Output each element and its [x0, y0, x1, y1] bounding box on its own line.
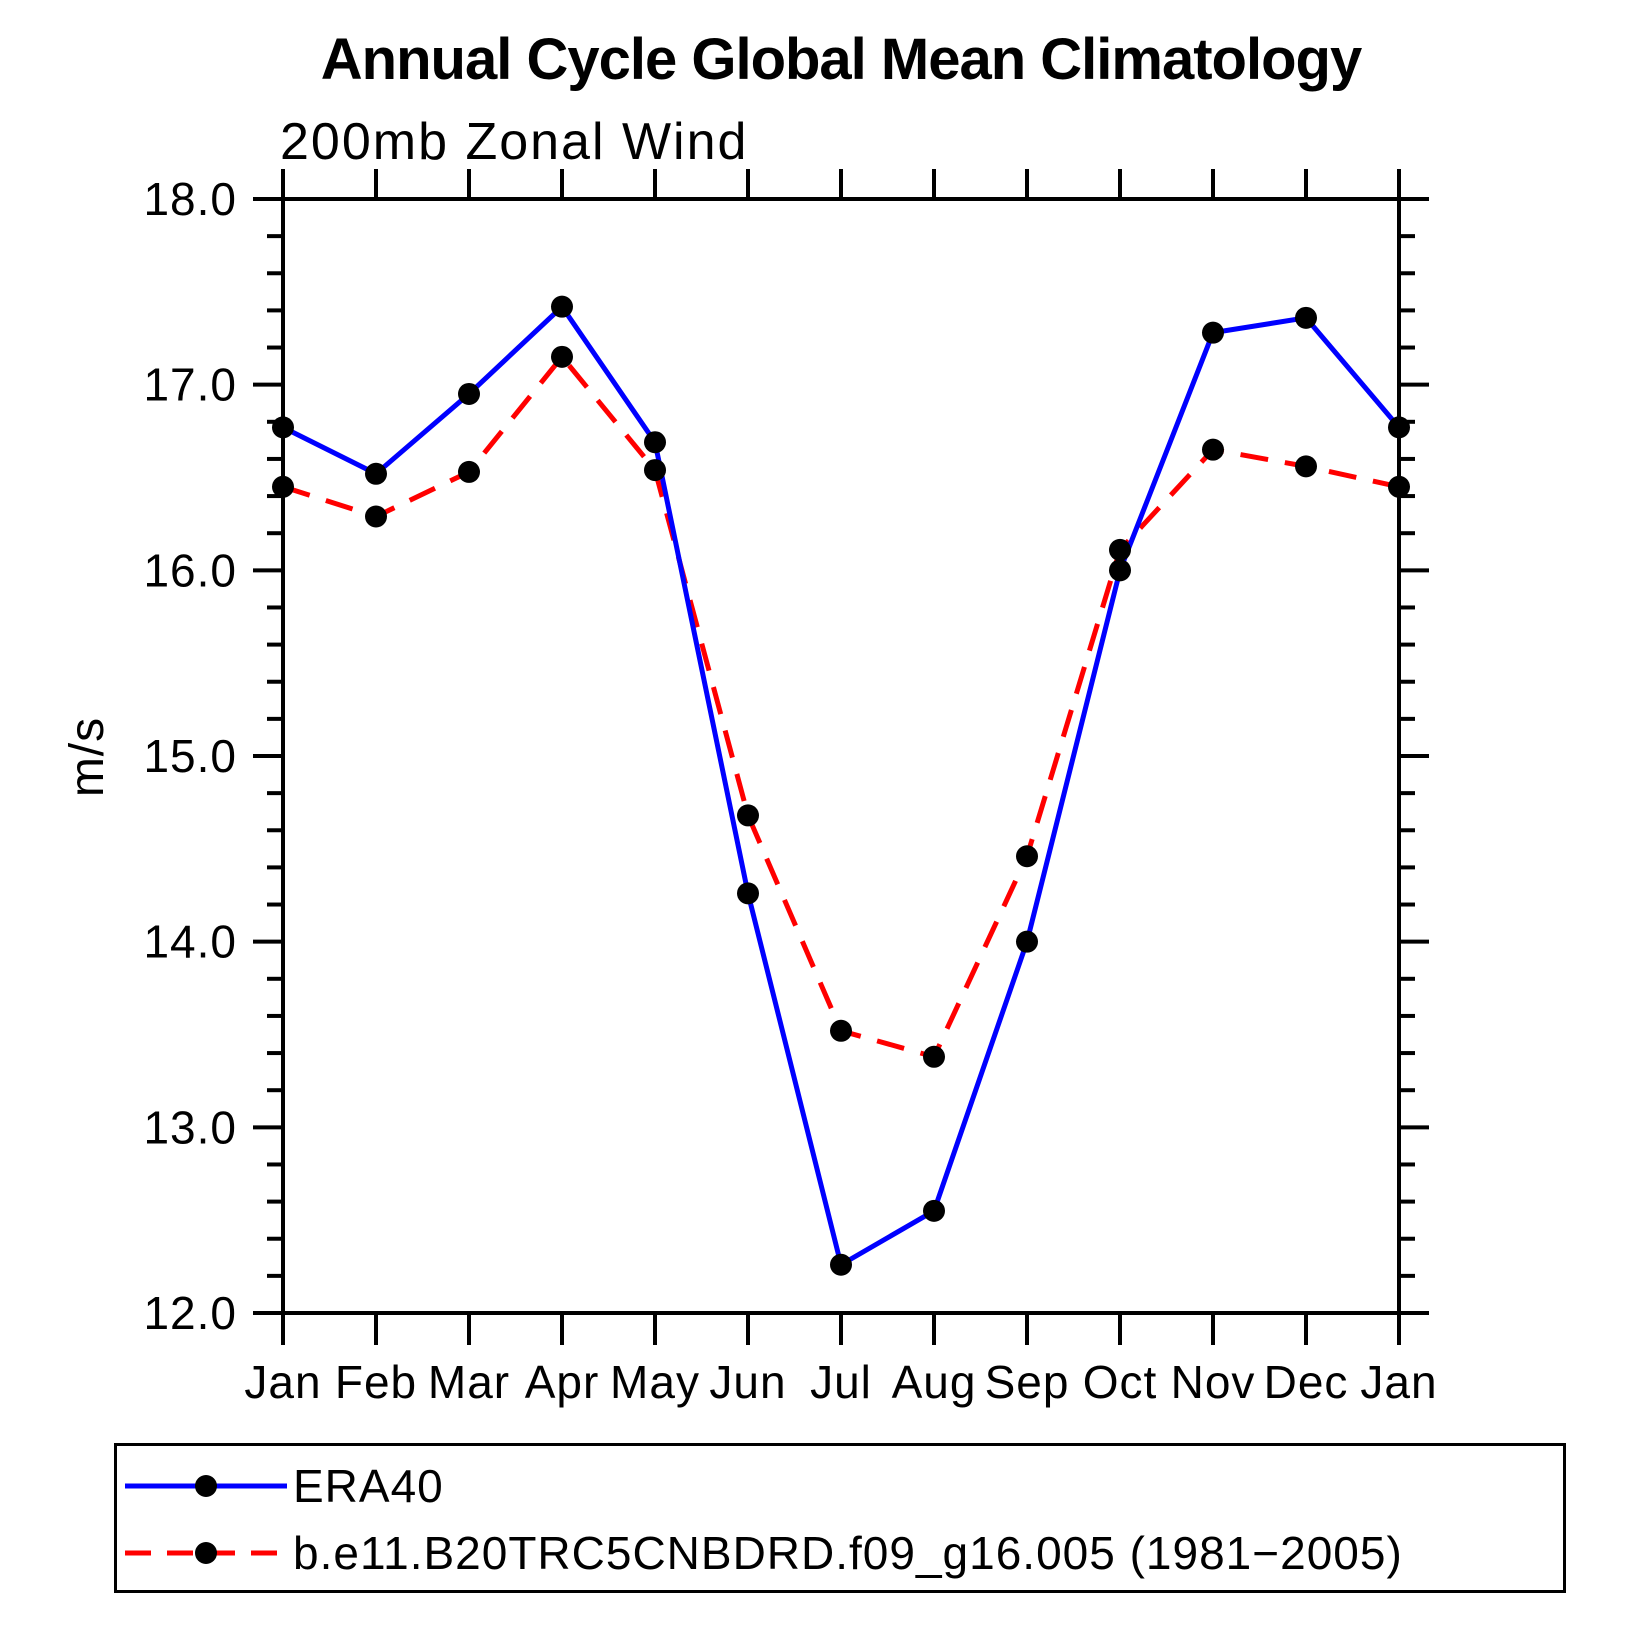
x-axis-tick-label: Aug — [892, 1356, 977, 1408]
data-point — [737, 882, 759, 905]
legend-dashed-line-marker-icon — [125, 1542, 287, 1564]
series-line-model — [282, 352, 1400, 1060]
x-axis-tick-label: Apr — [525, 1356, 600, 1408]
x-axis-tick-label: Jan — [1360, 1356, 1437, 1408]
y-axis-tick-label: 14.0 — [143, 916, 237, 968]
data-point — [458, 460, 480, 483]
data-point — [737, 804, 759, 827]
marker-dot-icon — [195, 1542, 217, 1564]
data-point — [458, 382, 480, 405]
x-axis-tick-label: Sep — [985, 1356, 1070, 1408]
data-point — [923, 1045, 945, 1068]
data-point — [1109, 559, 1131, 582]
data-point — [644, 431, 666, 454]
x-axis-tick-label: Oct — [1083, 1356, 1158, 1408]
data-point — [1202, 321, 1224, 344]
data-point — [551, 345, 573, 368]
data-point — [923, 1199, 945, 1222]
data-point — [365, 505, 387, 528]
data-point — [1016, 845, 1038, 868]
data-point — [830, 1019, 852, 1042]
data-point — [1109, 538, 1131, 561]
data-point — [830, 1253, 852, 1276]
series-line-era40 — [281, 302, 1401, 1269]
y-axis-tick-label: 12.0 — [143, 1287, 237, 1339]
data-point — [1295, 306, 1317, 329]
y-axis-tick-label: 18.0 — [143, 173, 237, 225]
legend-entry-era40: ERA40 — [123, 1460, 444, 1512]
y-axis-tick-label: 17.0 — [143, 359, 237, 411]
y-axis-tick-label: 15.0 — [143, 730, 237, 782]
plot-box — [281, 197, 1401, 1315]
legend-entry-model: b.e11.B20TRC5CNBDRD.f09_g16.005 (1981−20… — [123, 1527, 1403, 1579]
data-point — [1295, 455, 1317, 478]
x-axis-tick-label: Jun — [709, 1356, 786, 1408]
x-axis-tick-label: Jul — [810, 1356, 872, 1408]
data-point — [272, 416, 294, 439]
x-axis-tick-label: Dec — [1264, 1356, 1349, 1408]
data-point — [365, 462, 387, 485]
data-point — [1202, 438, 1224, 461]
data-point — [551, 295, 573, 318]
chart-title: Annual Cycle Global Mean Climatology — [320, 27, 1362, 92]
legend-label-era40: ERA40 — [293, 1460, 444, 1512]
data-point — [644, 459, 666, 482]
legend-box: ERA40 b.e11.B20TRC5CNBDRD.f09_g16.005 (1… — [114, 1443, 1566, 1593]
data-point — [272, 475, 294, 498]
x-axis-tick-label: Feb — [335, 1356, 417, 1408]
y-axis-tick-label: 16.0 — [143, 544, 237, 596]
data-point — [1388, 416, 1410, 439]
data-point — [1016, 930, 1038, 953]
data-point — [1388, 475, 1410, 498]
x-axis-tick-label: May — [610, 1356, 700, 1408]
x-axis-tick-label: Mar — [428, 1356, 510, 1408]
x-axis-tick-label: Nov — [1171, 1356, 1256, 1408]
x-axis-tick-label: Jan — [244, 1356, 321, 1408]
y-axis-tick-label: 13.0 — [143, 1101, 237, 1153]
chart-subtitle: 200mb Zonal Wind — [280, 113, 749, 171]
marker-dot-icon — [195, 1475, 217, 1497]
legend-label-model: b.e11.B20TRC5CNBDRD.f09_g16.005 (1981−20… — [293, 1527, 1403, 1579]
legend-solid-line-marker-icon — [125, 1475, 287, 1497]
